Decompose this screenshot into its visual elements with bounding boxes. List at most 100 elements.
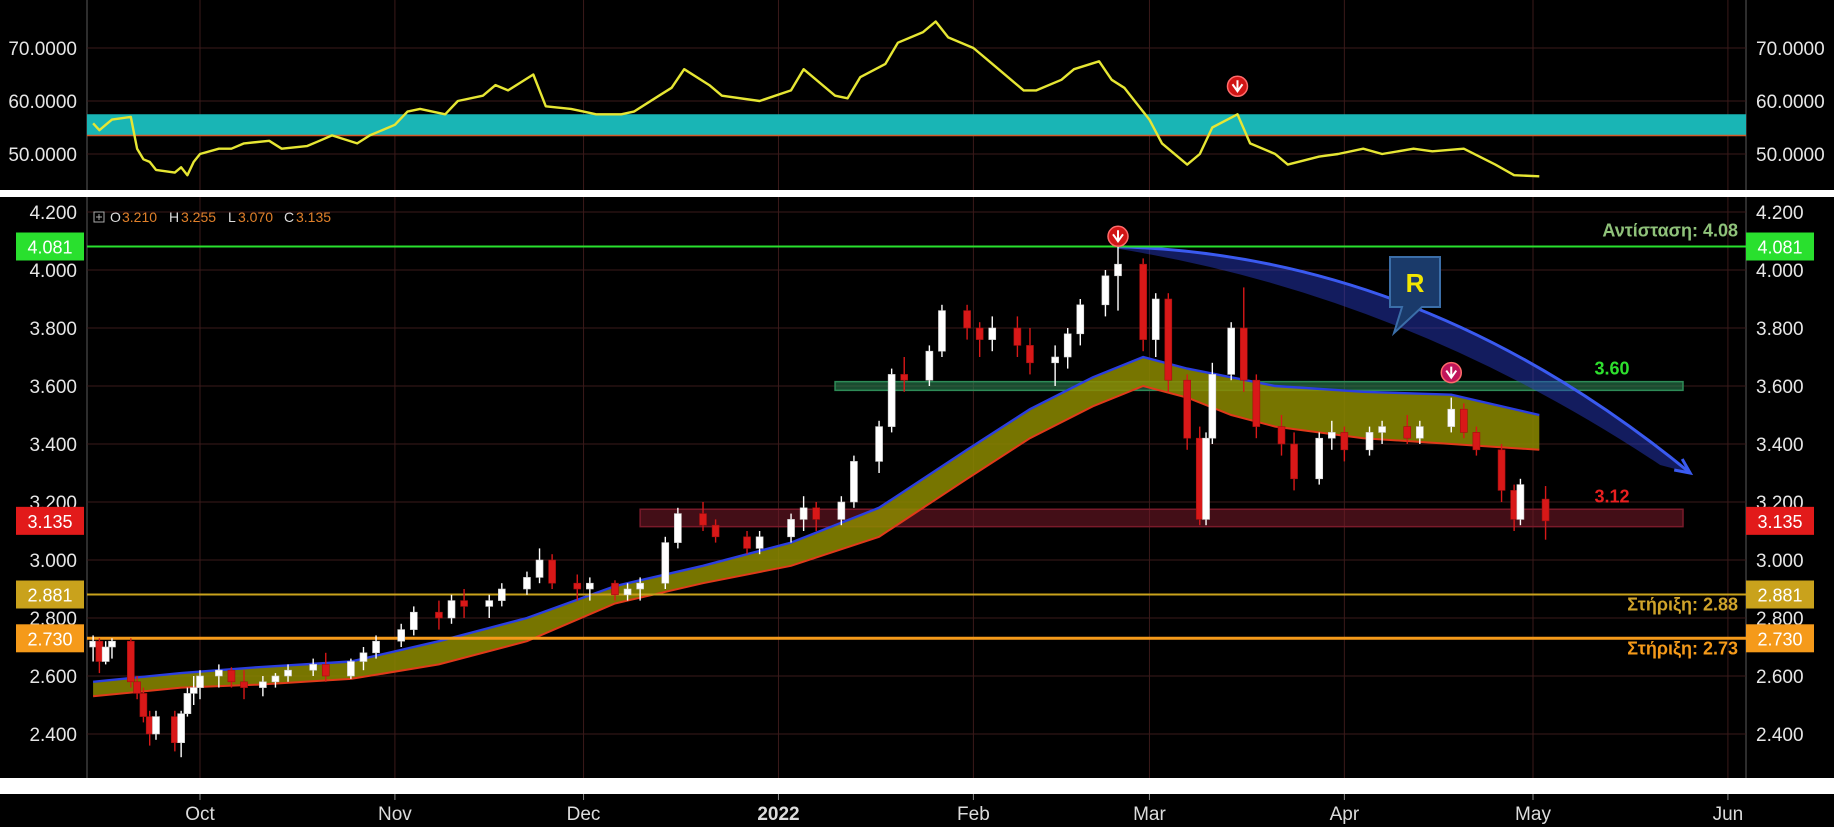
candle-body (837, 501, 846, 520)
price-tag-left (16, 580, 84, 609)
candle-body (743, 536, 751, 549)
callout-label: R (1406, 268, 1425, 298)
candle-body (1227, 327, 1235, 375)
candle-body (1416, 426, 1424, 439)
candle-body (95, 640, 104, 662)
price-zone-label: 3.12 (1594, 486, 1629, 506)
price-tag-right (1746, 624, 1814, 653)
trendline-arrow-head (1673, 458, 1694, 476)
callout-bubble (1389, 256, 1441, 337)
candle-body (1151, 298, 1160, 340)
candle-body (240, 681, 248, 688)
candle-body (1026, 345, 1034, 364)
ohlc-c: 3.135 (296, 209, 331, 225)
price-ytick-label-right: 4.000 (1756, 261, 1804, 282)
candle-body (498, 588, 506, 601)
price-ytick-label-right: 3.400 (1756, 435, 1804, 456)
candle-body (535, 559, 544, 578)
candle-body (988, 327, 997, 340)
price-panel: 3.60 3.12 R Αντίσταση: 4.08 Στήριξη: 2.88 Σ… (16, 197, 1814, 778)
candle-body (1164, 298, 1173, 381)
candle-body (586, 582, 594, 590)
ohlc-o-key: O (110, 209, 121, 225)
candle-body (372, 640, 380, 654)
candle-body (812, 507, 820, 520)
candle-body (1472, 432, 1481, 451)
indicator-grid (86, 0, 1747, 190)
candle-body (1365, 432, 1374, 451)
price-annotations: O 3.210 H 3.255 L 3.070 C 3.135 (93, 209, 331, 225)
time-axis: Oct Nov Dec 2022 Feb Mar Apr May Jun (185, 794, 1743, 825)
candle-body (699, 513, 707, 526)
candle-body (101, 646, 110, 662)
price-ytick-label-left: 4.000 (29, 261, 77, 282)
price-ytick-label-left: 3.800 (29, 319, 77, 340)
price-ytick-label-left: 2.400 (29, 725, 77, 746)
candle-body (548, 559, 556, 584)
candle-body (1114, 263, 1122, 277)
candle-body (397, 629, 406, 642)
candle-body (1139, 263, 1147, 340)
candle-body (611, 582, 619, 596)
month-label: Dec (567, 804, 601, 825)
price-ytick-label-left: 4.200 (29, 203, 77, 224)
price-zone-label: 3.60 (1594, 359, 1629, 379)
ohlc-h: 3.255 (181, 209, 216, 225)
candle-body (755, 536, 764, 549)
month-label: 2022 (757, 804, 799, 825)
candle-body (215, 669, 223, 677)
candle-body (108, 640, 116, 648)
price-level-annotation: Αντίσταση: 4.08 (1602, 221, 1738, 241)
ohlc-l: 3.070 (238, 209, 273, 225)
indicator-line (92, 20, 1540, 178)
price-ytick-label-right: 3.600 (1756, 377, 1804, 398)
price-ytick-label-left: 3.000 (29, 551, 77, 572)
price-tag-right-label: 2.881 (1757, 586, 1802, 606)
price-ytick-label-right: 2.600 (1756, 667, 1804, 688)
month-label: Jun (1713, 804, 1744, 825)
price-tag-left-label: 2.881 (27, 586, 72, 606)
price-tag-right (1746, 580, 1814, 609)
candle-body (321, 664, 330, 677)
candle-body (1340, 432, 1349, 451)
candle-body (227, 669, 236, 683)
candle-body (1541, 498, 1550, 522)
indicator-band (87, 114, 1746, 136)
candle-body (460, 600, 468, 607)
indicator-ytick-label-right: 60.0000 (1756, 92, 1825, 113)
price-axis-right: 2.4002.6002.8003.0003.2003.4003.6003.800… (1746, 203, 1814, 746)
candle-body (127, 640, 135, 683)
ribbon-lower-line (93, 384, 1540, 698)
expand-icon-plus (96, 214, 102, 220)
candle-body (623, 588, 632, 596)
candle-body (171, 716, 179, 743)
candle-body (183, 693, 192, 715)
price-ytick-label-right: 2.400 (1756, 725, 1804, 746)
candle-body (271, 675, 280, 683)
candle-body (284, 669, 292, 677)
candle-body (1510, 490, 1518, 520)
candle-body (1290, 443, 1298, 480)
price-zone (639, 508, 1684, 528)
candle-body (787, 519, 795, 538)
candle-body (485, 600, 494, 607)
candle-body (661, 542, 670, 584)
month-label: Apr (1330, 804, 1360, 825)
price-ytick-label-right: 3.800 (1756, 319, 1804, 340)
price-ytick-label-right: 3.000 (1756, 551, 1804, 572)
candle-body (145, 716, 154, 735)
indicator-line-layer (92, 20, 1540, 178)
candle-body (1208, 374, 1217, 439)
candle-body (887, 374, 896, 427)
price-tag-right-label: 3.135 (1757, 512, 1802, 532)
candle-body (189, 687, 198, 694)
expand-icon (93, 211, 105, 223)
candle-body (1051, 356, 1059, 364)
price-axis-left: 2.4002.6002.8003.0003.2003.4003.6003.800… (16, 203, 84, 746)
price-tag-right-label: 4.081 (1757, 238, 1802, 258)
candle-body (1460, 408, 1468, 433)
price-level-annotation: Στήριξη: 2.88 (1627, 595, 1738, 616)
price-tag-left-label: 3.135 (27, 512, 72, 532)
candle-body (1315, 437, 1324, 480)
price-tag-left (16, 506, 84, 535)
